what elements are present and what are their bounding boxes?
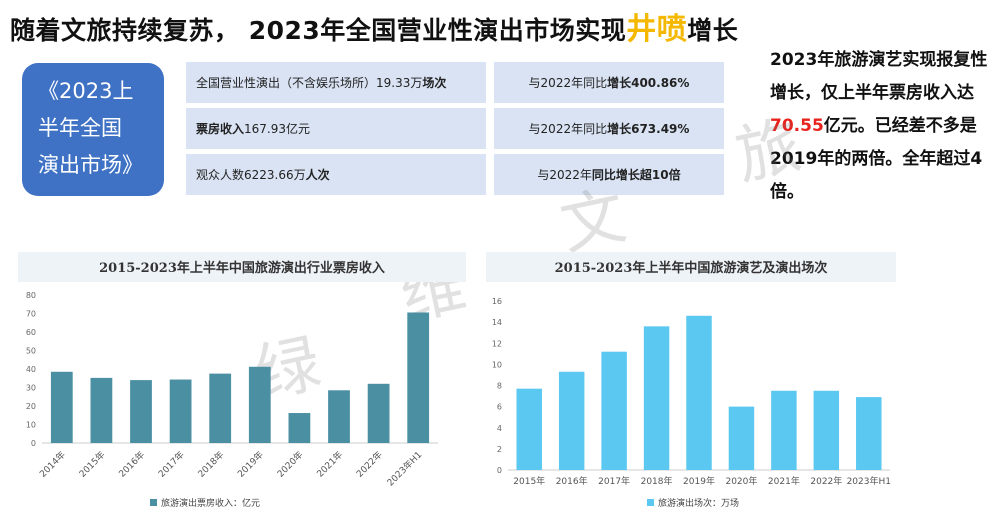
bar-2015年 — [516, 388, 542, 470]
x-tick-label: 2015年 — [76, 449, 107, 480]
x-tick-label: 2015年 — [513, 475, 545, 487]
bar-2020年 — [728, 406, 755, 470]
x-tick-label: 2017年 — [156, 449, 187, 480]
bar-2022年 — [367, 383, 390, 443]
stat-box-office-value: 167.93亿元 — [244, 122, 311, 136]
y-tick-label: 20 — [26, 402, 36, 411]
growth-performances: 与2022年同比 增长400.86% — [494, 62, 724, 103]
x-tick-label: 2019年 — [235, 449, 266, 480]
y-tick-label: 30 — [26, 384, 36, 393]
legend-swatch — [150, 499, 157, 506]
y-tick-label: 16 — [492, 297, 502, 306]
x-tick-label: 2023年H1 — [384, 449, 424, 489]
y-tick-label: 10 — [26, 421, 36, 430]
y-tick-label: 8 — [497, 382, 502, 391]
x-tick-label: 2018年 — [195, 449, 226, 480]
chart-title-bg — [18, 252, 466, 282]
stat-audience-unit: 人次 — [305, 168, 330, 182]
stat-audience: 观众人数6223.66万 人次 — [186, 154, 486, 195]
bar-2017年 — [169, 379, 192, 443]
bar-2017年 — [601, 351, 627, 470]
summary-note-pre: 2023年旅游演艺实现报复性增长，仅上半年票房收入达 — [770, 50, 988, 103]
growth-performances-value: 增长400.86% — [607, 76, 690, 90]
y-tick-label: 12 — [492, 339, 502, 348]
bar-2019年 — [686, 315, 712, 470]
bar-2018年 — [209, 373, 232, 443]
report-badge: 《2023上 半年全国 演出市场》 — [22, 63, 164, 196]
box-office-chart-svg: 2015-2023年上半年中国旅游演出行业票房收入 0 10 20 30 40 50 60 70… — [18, 252, 466, 509]
y-tick-label: 50 — [26, 347, 36, 356]
stat-performances: 全国营业性演出（不含娱乐场所）19.33万 场次 — [186, 62, 486, 103]
bar-2014年 — [50, 371, 73, 443]
stat-performances-text: 全国营业性演出（不含娱乐场所）19.33万 — [196, 76, 423, 90]
stat-performances-unit: 场次 — [422, 76, 447, 90]
growth-box-office: 与2022年同比 增长673.49% — [494, 108, 724, 149]
x-tick-label: 2023年H1 — [847, 475, 891, 487]
bar-2021年 — [328, 390, 350, 443]
chart-title: 2015-2023年上半年中国旅游演出行业票房收入 — [99, 260, 385, 276]
headline: 随着文旅持续复苏， 2023年全国营业性演出市场实现井喷增长 — [10, 4, 738, 48]
bar-2020年 — [288, 413, 311, 443]
summary-note-value: 70.55 — [770, 116, 824, 136]
stat-box-office: 票房收入 167.93亿元 — [186, 108, 486, 149]
badge-line-2: 半年全国 — [38, 116, 122, 140]
y-tick-label: 80 — [26, 291, 36, 300]
x-tick-label: 2016年 — [556, 475, 588, 487]
y-tick-label: 2 — [497, 445, 502, 454]
x-tick-label: 2014年 — [37, 449, 68, 480]
x-tick-label: 2022年 — [354, 449, 385, 480]
x-tick-label: 2022年 — [810, 475, 842, 487]
bar-2015年 — [90, 377, 113, 443]
growth-audience: 与2022年 同比增长超10倍 — [494, 154, 724, 195]
badge-line-3: 演出市场》 — [38, 153, 143, 177]
x-tick-label: 2021年 — [314, 449, 345, 480]
x-tick-label: 2021年 — [768, 475, 800, 487]
legend-label: 旅游演出场次：万场 — [658, 497, 739, 509]
x-tick-label: 2016年 — [116, 449, 147, 480]
y-tick-label: 10 — [492, 360, 502, 369]
headline-tail: 增长 — [687, 16, 739, 45]
y-tick-label: 14 — [492, 318, 502, 327]
performances-chart: 2015-2023年上半年中国旅游演艺及演出场次 0 2 4 6 8 10 12 14 16 201… — [482, 248, 902, 516]
box-office-chart: 2015-2023年上半年中国旅游演出行业票房收入 0 10 20 30 40 50 60 70… — [0, 248, 470, 516]
badge-line-1: 《2023上 — [38, 79, 134, 103]
performances-chart-svg: 2015-2023年上半年中国旅游演艺及演出场次 0 2 4 6 8 10 12 14 16 201… — [486, 252, 896, 509]
y-tick-label: 6 — [497, 403, 502, 412]
y-tick-label: 60 — [26, 328, 36, 337]
y-tick-label: 70 — [26, 310, 36, 319]
legend-swatch — [647, 499, 654, 506]
summary-note: 2023年旅游演艺实现报复性增长，仅上半年票房收入达 70.55亿元。已经差不多是… — [770, 44, 1000, 209]
growth-box-office-value: 增长673.49% — [607, 122, 690, 136]
chart-title-bg — [486, 252, 896, 282]
growth-audience-value: 同比增长超10倍 — [591, 168, 681, 182]
bar-2023年H1 — [856, 397, 882, 470]
growth-box-office-text: 与2022年同比 — [528, 122, 608, 136]
x-tick-label: 2018年 — [641, 475, 673, 487]
bar-2021年 — [771, 390, 797, 470]
growth-performances-text: 与2022年同比 — [528, 76, 608, 90]
summary-note-post: 亿元。已经差不多是2019年的两倍。全年超过4倍。 — [770, 116, 983, 202]
headline-main: 随着文旅持续复苏， 2023年全国营业性演出市场实现 — [10, 16, 627, 45]
y-tick-label: 0 — [31, 439, 36, 448]
x-tick-label: 2020年 — [725, 475, 757, 487]
chart-title: 2015-2023年上半年中国旅游演艺及演出场次 — [555, 260, 828, 276]
x-tick-label: 2019年 — [683, 475, 715, 487]
legend-label: 旅游演出票房收入：亿元 — [161, 497, 260, 509]
y-tick-label: 40 — [26, 365, 36, 374]
growth-audience-text: 与2022年 — [537, 168, 592, 182]
headline-highlight: 井喷 — [626, 12, 688, 47]
y-tick-label: 0 — [497, 466, 502, 475]
x-tick-label: 2020年 — [274, 449, 305, 480]
bar-2019年 — [248, 366, 271, 443]
bar-2016年 — [130, 380, 152, 443]
bar-2018年 — [643, 326, 670, 470]
bar-2022年 — [813, 390, 840, 470]
x-tick-label: 2017年 — [598, 475, 630, 487]
bar-2023年H1 — [407, 312, 430, 443]
bar-2016年 — [558, 371, 585, 470]
stat-box-office-label: 票房收入 — [196, 122, 245, 136]
stat-audience-text: 观众人数6223.66万 — [196, 168, 306, 182]
y-tick-label: 4 — [497, 424, 502, 433]
